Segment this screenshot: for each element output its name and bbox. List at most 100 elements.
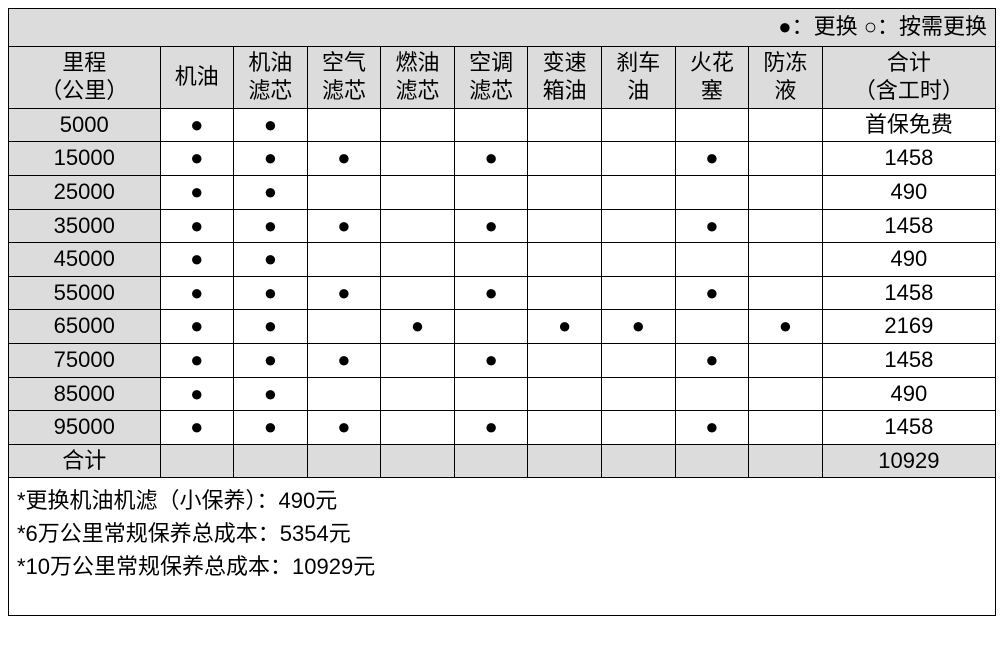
cell-mileage: 55000 — [9, 276, 161, 310]
cell-coolant — [749, 142, 823, 176]
cell-mileage: 75000 — [9, 343, 161, 377]
cell-spark_plug: ● — [675, 276, 749, 310]
cell-trans_oil — [528, 175, 602, 209]
cell-trans_oil: ● — [528, 310, 602, 344]
total-trans-oil — [528, 444, 602, 478]
cell-mileage: 45000 — [9, 243, 161, 277]
total-air-filter — [307, 444, 381, 478]
cell-air_filter: ● — [307, 411, 381, 445]
cell-mileage: 15000 — [9, 142, 161, 176]
total-row: 合计 10929 — [9, 444, 996, 478]
cell-fuel_filter: ● — [381, 310, 455, 344]
header-oil: 机油 — [160, 46, 234, 108]
cell-spark_plug: ● — [675, 209, 749, 243]
header-brake-fluid: 刹车油 — [601, 46, 675, 108]
cell-total: 490 — [822, 243, 995, 277]
notes-row: *更换机油机滤（小保养）：490元 *6万公里常规保养总成本：5354元 *10… — [9, 478, 996, 616]
cell-total: 1458 — [822, 411, 995, 445]
cell-ac_filter: ● — [454, 276, 528, 310]
cell-brake_fluid — [601, 108, 675, 142]
cell-oil_filter: ● — [234, 343, 308, 377]
cell-trans_oil — [528, 209, 602, 243]
cell-mileage: 95000 — [9, 411, 161, 445]
cell-air_filter: ● — [307, 142, 381, 176]
table-row: 85000●●490 — [9, 377, 996, 411]
cell-trans_oil — [528, 343, 602, 377]
cell-trans_oil — [528, 243, 602, 277]
cell-oil_filter: ● — [234, 108, 308, 142]
total-coolant — [749, 444, 823, 478]
cell-ac_filter: ● — [454, 142, 528, 176]
table-row: 55000●●●●●1458 — [9, 276, 996, 310]
cell-spark_plug — [675, 175, 749, 209]
cell-oil_filter: ● — [234, 243, 308, 277]
total-total: 10929 — [822, 444, 995, 478]
header-ac-filter: 空调滤芯 — [454, 46, 528, 108]
cell-fuel_filter — [381, 108, 455, 142]
cell-spark_plug — [675, 243, 749, 277]
cell-air_filter — [307, 377, 381, 411]
cell-coolant — [749, 209, 823, 243]
cell-brake_fluid — [601, 175, 675, 209]
cell-oil: ● — [160, 377, 234, 411]
cell-total: 1458 — [822, 343, 995, 377]
cell-mileage: 25000 — [9, 175, 161, 209]
table-row: 95000●●●●●1458 — [9, 411, 996, 445]
maintenance-table-wrapper: ●：更换 ○：按需更换 里程（公里） 机油 机油滤芯 空气滤芯 燃油滤芯 空调滤… — [8, 8, 996, 616]
cell-mileage: 65000 — [9, 310, 161, 344]
cell-ac_filter — [454, 243, 528, 277]
cell-oil_filter: ● — [234, 377, 308, 411]
cell-fuel_filter — [381, 142, 455, 176]
cell-total: 1458 — [822, 142, 995, 176]
legend-row: ●：更换 ○：按需更换 — [9, 9, 996, 47]
total-fuel-filter — [381, 444, 455, 478]
note-1: *更换机油机滤（小保养）：490元 — [17, 484, 987, 517]
table-row: 35000●●●●●1458 — [9, 209, 996, 243]
cell-total: 490 — [822, 377, 995, 411]
cell-spark_plug: ● — [675, 411, 749, 445]
cell-brake_fluid — [601, 243, 675, 277]
header-row: 里程（公里） 机油 机油滤芯 空气滤芯 燃油滤芯 空调滤芯 变速箱油 刹车油 火… — [9, 46, 996, 108]
cell-coolant — [749, 343, 823, 377]
cell-air_filter — [307, 175, 381, 209]
cell-ac_filter — [454, 108, 528, 142]
total-brake-fluid — [601, 444, 675, 478]
cell-oil: ● — [160, 108, 234, 142]
cell-spark_plug — [675, 310, 749, 344]
legend-cell: ●：更换 ○：按需更换 — [9, 9, 996, 47]
cell-coolant — [749, 276, 823, 310]
cell-coolant: ● — [749, 310, 823, 344]
cell-brake_fluid: ● — [601, 310, 675, 344]
cell-coolant — [749, 108, 823, 142]
cell-oil: ● — [160, 343, 234, 377]
cell-trans_oil — [528, 108, 602, 142]
cell-fuel_filter — [381, 209, 455, 243]
table-row: 75000●●●●●1458 — [9, 343, 996, 377]
cell-oil_filter: ● — [234, 310, 308, 344]
notes-cell: *更换机油机滤（小保养）：490元 *6万公里常规保养总成本：5354元 *10… — [9, 478, 996, 616]
total-ac-filter — [454, 444, 528, 478]
cell-ac_filter: ● — [454, 343, 528, 377]
cell-ac_filter — [454, 377, 528, 411]
cell-air_filter — [307, 243, 381, 277]
cell-coolant — [749, 377, 823, 411]
cell-fuel_filter — [381, 411, 455, 445]
header-air-filter: 空气滤芯 — [307, 46, 381, 108]
header-coolant: 防冻液 — [749, 46, 823, 108]
total-oil — [160, 444, 234, 478]
cell-air_filter: ● — [307, 209, 381, 243]
cell-fuel_filter — [381, 175, 455, 209]
table-row: 65000●●●●●●2169 — [9, 310, 996, 344]
cell-coolant — [749, 243, 823, 277]
cell-coolant — [749, 411, 823, 445]
cell-trans_oil — [528, 411, 602, 445]
cell-air_filter: ● — [307, 276, 381, 310]
cell-air_filter — [307, 310, 381, 344]
cell-total: 1458 — [822, 276, 995, 310]
cell-coolant — [749, 175, 823, 209]
cell-mileage: 35000 — [9, 209, 161, 243]
total-spark-plug — [675, 444, 749, 478]
cell-total: 2169 — [822, 310, 995, 344]
cell-fuel_filter — [381, 243, 455, 277]
table-row: 45000●●490 — [9, 243, 996, 277]
